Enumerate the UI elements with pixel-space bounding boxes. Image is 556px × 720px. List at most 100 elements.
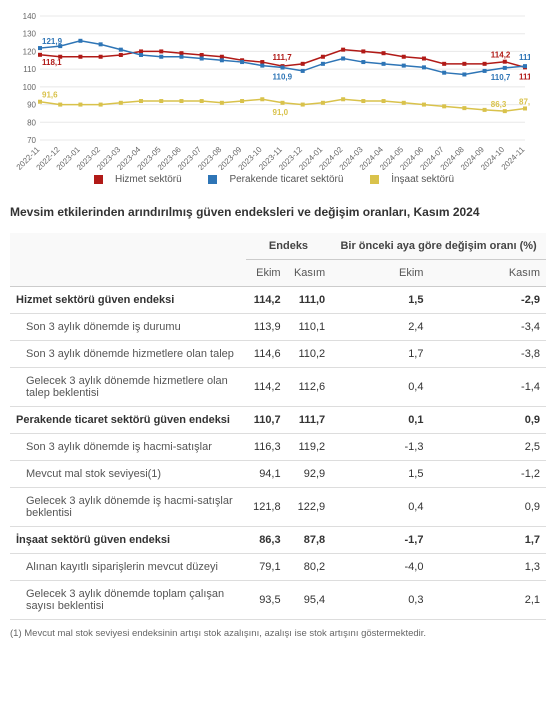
svg-text:130: 130 [23,30,37,39]
row-value: 121,8 [246,488,287,527]
row-value: 112,6 [287,368,332,407]
chart-legend: Hizmet sektörü Perakende ticaret sektörü… [10,174,546,185]
row-value: 114,2 [246,368,287,407]
row-value: 0,3 [331,581,429,620]
svg-text:86,3: 86,3 [491,100,507,109]
svg-text:111,7: 111,7 [273,53,293,62]
table-row: Son 3 aylık dönemde iş hacmi-satışlar116… [10,434,546,461]
row-value: 79,1 [246,554,287,581]
group-header-degisim: Bir önceki aya göre değişim oranı (%) [331,233,546,260]
row-value: 110,1 [287,314,332,341]
col-kasim-2: Kasım [429,260,546,287]
row-label: Hizmet sektörü güven endeksi [10,287,246,314]
row-value: 1,5 [331,287,429,314]
svg-text:91,6: 91,6 [42,91,58,100]
row-value: 2,5 [429,434,546,461]
table-row: Hizmet sektörü güven endeksi114,2111,01,… [10,287,546,314]
row-value: -1,4 [429,368,546,407]
row-value: 110,2 [287,341,332,368]
col-kasim-1: Kasım [287,260,332,287]
row-value: 113,9 [246,314,287,341]
svg-text:121,9: 121,9 [42,37,63,46]
row-value: 0,9 [429,407,546,434]
group-header-endeks: Endeks [246,233,331,260]
svg-text:140: 140 [23,12,37,21]
row-value: 116,3 [246,434,287,461]
svg-text:80: 80 [27,118,36,127]
row-value: -3,4 [429,314,546,341]
row-value: 94,1 [246,461,287,488]
row-value: 1,7 [331,341,429,368]
row-label: Son 3 aylık dönemde iş hacmi-satışlar [10,434,246,461]
table-row: Gelecek 3 aylık dönemde toplam çalışan s… [10,581,546,620]
table-row: Son 3 aylık dönemde iş durumu113,9110,12… [10,314,546,341]
svg-text:111,7: 111,7 [519,53,530,62]
row-value: 114,2 [246,287,287,314]
row-value: 111,7 [287,407,332,434]
row-value: 93,5 [246,581,287,620]
row-value: 87,8 [287,527,332,554]
line-chart: 7080901001101201301402022-112022-122023-… [10,10,530,170]
row-value: 92,9 [287,461,332,488]
row-label: Gelecek 3 aylık dönemde hizmetlere olan … [10,368,246,407]
col-ekim-1: Ekim [246,260,287,287]
row-label: Gelecek 3 aylık dönemde iş hacmi-satışla… [10,488,246,527]
row-value: 80,2 [287,554,332,581]
legend-label-2: İnşaat sektörü [391,174,454,185]
svg-text:2024-11: 2024-11 [500,145,527,170]
table-title: Mevsim etkilerinden arındırılmış güven e… [10,205,546,219]
legend-label-0: Hizmet sektörü [115,174,182,185]
row-value: 1,3 [429,554,546,581]
row-value: 2,1 [429,581,546,620]
svg-text:110,9: 110,9 [273,73,293,82]
svg-text:87,8: 87,8 [519,97,530,106]
row-value: 114,6 [246,341,287,368]
svg-text:120: 120 [23,47,37,56]
row-value: 0,1 [331,407,429,434]
table-row: Mevcut mal stok seviyesi(1)94,192,91,5-1… [10,461,546,488]
row-value: 0,4 [331,368,429,407]
row-value: -1,3 [331,434,429,461]
row-value: 111,0 [287,287,332,314]
row-value: 86,3 [246,527,287,554]
row-value: 122,9 [287,488,332,527]
svg-text:100: 100 [23,83,37,92]
svg-text:90: 90 [27,101,36,110]
table-row: Gelecek 3 aylık dönemde hizmetlere olan … [10,368,546,407]
svg-text:110: 110 [23,65,36,74]
svg-text:91,0: 91,0 [273,108,289,117]
row-value: 95,4 [287,581,332,620]
svg-text:110,7: 110,7 [491,73,511,82]
row-value: 119,2 [287,434,332,461]
table-row: Perakende ticaret sektörü güven endeksi1… [10,407,546,434]
row-label: Son 3 aylık dönemde iş durumu [10,314,246,341]
row-value: -4,0 [331,554,429,581]
row-value: 1,7 [429,527,546,554]
row-value: 0,9 [429,488,546,527]
row-label: Son 3 aylık dönemde hizmetlere olan tale… [10,341,246,368]
table-row: İnşaat sektörü güven endeksi86,387,8-1,7… [10,527,546,554]
row-value: -3,8 [429,341,546,368]
legend-label-1: Perakende ticaret sektörü [229,174,343,185]
footnote: (1) Mevcut mal stok seviyesi endeksinin … [10,628,546,639]
row-label: Mevcut mal stok seviyesi(1) [10,461,246,488]
data-table: Endeks Bir önceki aya göre değişim oranı… [10,233,546,620]
table-row: Son 3 aylık dönemde hizmetlere olan tale… [10,341,546,368]
row-value: 1,5 [331,461,429,488]
row-value: 2,4 [331,314,429,341]
row-label: Gelecek 3 aylık dönemde toplam çalışan s… [10,581,246,620]
row-label: İnşaat sektörü güven endeksi [10,527,246,554]
svg-text:70: 70 [27,136,36,145]
row-value: -1,7 [331,527,429,554]
row-value: 0,4 [331,488,429,527]
row-value: -2,9 [429,287,546,314]
row-label: Perakende ticaret sektörü güven endeksi [10,407,246,434]
col-ekim-2: Ekim [331,260,429,287]
row-value: -1,2 [429,461,546,488]
row-value: 110,7 [246,407,287,434]
svg-text:114,2: 114,2 [491,51,511,60]
svg-text:118,1: 118,1 [42,58,62,67]
svg-text:111,0: 111,0 [519,72,530,81]
table-row: Alınan kayıtlı siparişlerin mevcut düzey… [10,554,546,581]
row-label: Alınan kayıtlı siparişlerin mevcut düzey… [10,554,246,581]
